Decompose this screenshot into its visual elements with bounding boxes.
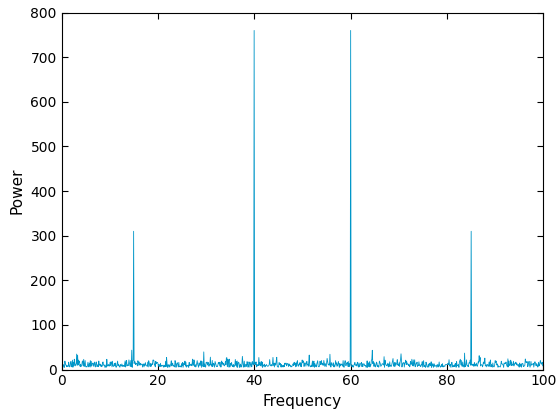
Y-axis label: Power: Power bbox=[10, 168, 25, 214]
X-axis label: Frequency: Frequency bbox=[263, 394, 342, 409]
